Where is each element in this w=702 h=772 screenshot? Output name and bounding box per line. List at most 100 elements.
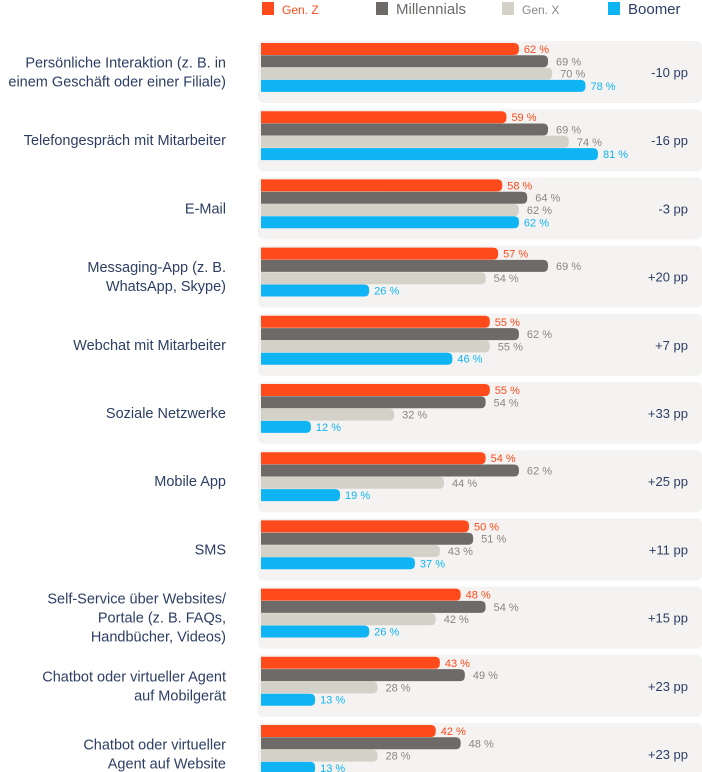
difference-label-2: -3 pp (658, 201, 688, 216)
value-label-1-3: 81 % (603, 149, 628, 161)
difference-label-5: +33 pp (648, 406, 688, 421)
legend-label-1: Millennials (396, 1, 466, 18)
difference-label-10: +23 pp (648, 747, 688, 762)
value-label-0-2: 70 % (560, 69, 585, 81)
category-label-9-0: Chatbot oder virtueller Agent (42, 669, 226, 685)
bar-10-2 (261, 749, 378, 762)
value-label-1-0: 59 % (511, 112, 536, 124)
value-label-9-1: 49 % (473, 670, 498, 682)
bar-6-1 (261, 464, 519, 477)
bar-4-1 (261, 328, 519, 341)
category-label-8-0: Self-Service über Websites/ (47, 592, 227, 608)
legend-swatch-0 (262, 2, 274, 15)
value-label-6-2: 44 % (452, 478, 477, 490)
bar-7-2 (261, 545, 440, 557)
bar-7-3 (261, 557, 415, 570)
difference-label-6: +25 pp (648, 474, 688, 489)
difference-label-7: +11 pp (649, 542, 688, 557)
bar-3-3 (261, 284, 370, 297)
bar-8-0 (261, 588, 461, 601)
bar-5-2 (261, 408, 395, 421)
value-label-6-1: 62 % (527, 466, 552, 478)
bar-1-1 (261, 123, 549, 136)
bar-4-3 (261, 352, 453, 365)
bar-4-2 (261, 340, 490, 353)
value-label-9-3: 13 % (320, 695, 345, 707)
value-label-2-0: 58 % (507, 180, 532, 192)
difference-label-9: +23 pp (648, 679, 688, 694)
value-label-8-3: 26 % (374, 627, 399, 639)
category-label-8-2: Handbücher, Videos) (91, 630, 226, 646)
value-label-8-2: 42 % (444, 614, 469, 626)
bar-6-2 (261, 476, 445, 489)
bar-10-3 (261, 761, 316, 772)
bar-6-0 (261, 452, 486, 465)
bar-7-1 (261, 532, 474, 545)
value-label-8-0: 48 % (466, 590, 491, 602)
value-label-5-3: 12 % (316, 422, 341, 434)
value-label-0-0: 62 % (524, 44, 549, 56)
value-label-7-3: 37 % (420, 558, 445, 570)
value-label-2-1: 64 % (535, 193, 560, 205)
difference-label-3: +20 pp (648, 270, 688, 285)
value-label-2-3: 62 % (524, 217, 549, 229)
category-label-10-0: Chatbot oder virtueller (83, 738, 226, 754)
bar-0-1 (261, 55, 549, 68)
value-label-1-2: 74 % (577, 137, 602, 149)
category-label-7-0: SMS (195, 542, 226, 558)
category-label-0-0: Persönliche Interaktion (z. B. in (25, 56, 226, 72)
value-label-5-1: 54 % (494, 397, 519, 409)
value-label-1-1: 69 % (556, 125, 581, 137)
value-label-0-3: 78 % (590, 81, 615, 93)
value-label-10-0: 42 % (441, 726, 466, 738)
value-label-2-2: 62 % (527, 205, 552, 217)
bar-9-1 (261, 669, 465, 682)
bar-3-1 (261, 259, 549, 272)
difference-label-1: -16 pp (651, 133, 688, 148)
bar-1-3 (261, 148, 598, 161)
bar-9-0 (261, 656, 440, 669)
bar-3-2 (261, 272, 486, 285)
category-label-6-0: Mobile App (154, 474, 226, 490)
category-label-4-0: Webchat mit Mitarbeiter (73, 338, 226, 354)
bar-5-1 (261, 396, 486, 409)
value-label-4-1: 62 % (527, 329, 552, 341)
category-label-5-0: Soziale Netzwerke (106, 406, 226, 422)
value-label-4-0: 55 % (495, 317, 520, 329)
value-label-8-1: 54 % (494, 602, 519, 614)
difference-label-0: -10 pp (651, 65, 688, 80)
value-label-3-3: 26 % (374, 286, 399, 298)
bar-8-2 (261, 613, 436, 626)
legend-label-2: Gen. X (522, 3, 559, 17)
bar-4-0 (261, 315, 490, 328)
category-label-9-1: auf Mobilgerät (134, 688, 226, 704)
bar-8-3 (261, 625, 370, 638)
value-label-9-0: 43 % (445, 658, 470, 670)
value-label-10-1: 48 % (469, 738, 494, 750)
value-label-7-2: 43 % (448, 546, 473, 558)
bar-0-2 (261, 67, 553, 80)
bar-2-0 (261, 179, 503, 192)
value-label-3-2: 54 % (494, 273, 519, 285)
bar-7-0 (261, 520, 469, 533)
category-label-0-1: einem Geschäft oder einer Filiale) (8, 75, 226, 91)
legend-label-3: Boomer (628, 1, 681, 18)
value-label-4-2: 55 % (498, 341, 523, 353)
category-label-8-1: Portale (z. B. FAQs, (98, 611, 226, 627)
difference-label-4: +7 pp (655, 338, 688, 353)
bar-2-3 (261, 216, 519, 229)
category-label-2-0: E-Mail (185, 201, 226, 217)
category-label-3-1: WhatsApp, Skype) (106, 279, 226, 295)
bar-0-3 (261, 79, 586, 92)
value-label-10-2: 28 % (385, 751, 410, 763)
value-label-7-0: 50 % (474, 521, 499, 533)
legend-swatch-2 (502, 2, 514, 15)
category-label-10-1: Agent auf Website (108, 757, 226, 772)
bar-9-3 (261, 693, 316, 706)
difference-label-8: +15 pp (648, 611, 688, 626)
value-label-0-1: 69 % (556, 56, 581, 68)
value-label-10-3: 13 % (320, 763, 345, 772)
value-label-9-2: 28 % (385, 682, 410, 694)
bar-2-2 (261, 204, 519, 216)
